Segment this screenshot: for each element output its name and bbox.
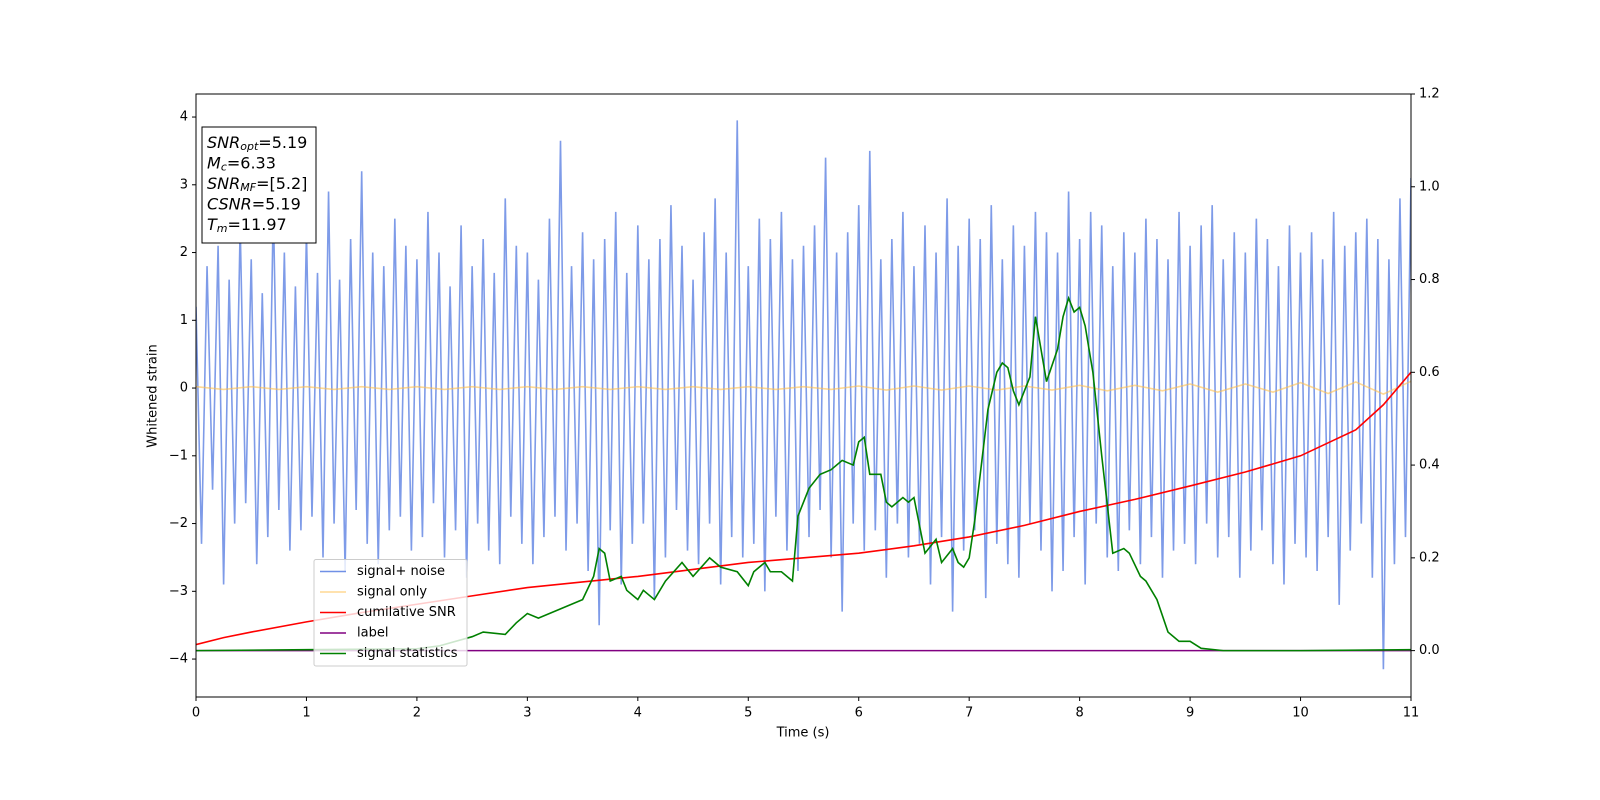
y2-tick-label: 0.6 [1419, 365, 1440, 380]
y-tick-label: 1 [180, 313, 188, 328]
x-tick-label: 2 [413, 706, 421, 721]
x-tick-label: 6 [855, 706, 863, 721]
annotation-symbol: SNR [207, 133, 240, 152]
annotation-value: =[5.2] [256, 174, 307, 193]
x-tick-label: 1 [302, 706, 310, 721]
series-line [196, 380, 1411, 396]
legend-label: signal statistics [357, 646, 458, 661]
annotation-value: =11.97 [228, 215, 287, 234]
annotation-value: =5.19 [252, 194, 301, 213]
annotation-symbol: T [207, 215, 218, 234]
y2-tick-label: 0.0 [1419, 643, 1440, 658]
y-tick-label: 2 [180, 245, 188, 260]
y2-tick-label: 1.0 [1419, 179, 1440, 194]
annotation-line: Mc=6.33 [207, 153, 276, 174]
x-tick-label: 7 [965, 706, 973, 721]
legend-label: cumilative SNR [357, 605, 456, 620]
annotation-box: SNRopt=5.19Mc=6.33SNRMF=[5.2]CSNR=5.19Tm… [201, 126, 317, 244]
annotation-line: CSNR=5.19 [207, 194, 301, 213]
y-tick-label: −4 [169, 652, 188, 667]
x-tick-label: 3 [523, 706, 531, 721]
series-line [196, 120, 1411, 670]
annotation-value: =6.33 [227, 153, 276, 172]
y2-tick-label: 1.2 [1419, 87, 1440, 102]
annotation-subscript: c [221, 161, 227, 174]
y-tick-label: 3 [180, 177, 188, 192]
legend-frame [313, 559, 468, 667]
y2-tick-label: 0.4 [1419, 458, 1440, 473]
y-tick-label: −3 [169, 584, 188, 599]
x-tick-label: 8 [1075, 706, 1083, 721]
legend-label: signal+ noise [357, 564, 445, 579]
annotation-line: SNRMF=[5.2] [207, 174, 307, 195]
annotation-subscript: MF [240, 181, 256, 194]
annotation-frame [201, 126, 317, 244]
x-tick-label: 9 [1186, 706, 1194, 721]
annotation-symbol: SNR [207, 174, 240, 193]
annotation-symbol: CSNR [207, 194, 252, 213]
x-tick-label: 11 [1403, 706, 1420, 721]
annotation-value: =5.19 [258, 133, 307, 152]
axes-frame [195, 93, 1412, 698]
legend-label: label [357, 626, 388, 641]
annotation-subscript: m [217, 222, 228, 235]
y2-tick-label: 0.2 [1419, 550, 1440, 565]
x-axis-label: Time (s) [776, 726, 830, 741]
y-tick-label: −2 [169, 516, 188, 531]
annotation-line: Tm=11.97 [207, 215, 287, 236]
y-axis-label: Whitened strain [146, 344, 161, 447]
legend: signal+ noise signal only cumilative SNR la… [313, 559, 468, 667]
y2-tick-label: 0.8 [1419, 272, 1440, 287]
legend-label: signal only [357, 585, 427, 600]
x-tick-label: 10 [1292, 706, 1309, 721]
y-tick-label: 0 [180, 381, 188, 396]
x-tick-label: 4 [634, 706, 642, 721]
y-tick-label: −1 [169, 448, 188, 463]
x-tick-label: 0 [192, 706, 200, 721]
series-line [196, 295, 1411, 652]
annotation-symbol: M [207, 153, 221, 172]
y-tick-label: 4 [180, 110, 188, 125]
x-tick-label: 5 [744, 706, 752, 721]
annotation-line: SNRopt=5.19 [207, 133, 307, 154]
annotation-subscript: opt [240, 140, 259, 153]
